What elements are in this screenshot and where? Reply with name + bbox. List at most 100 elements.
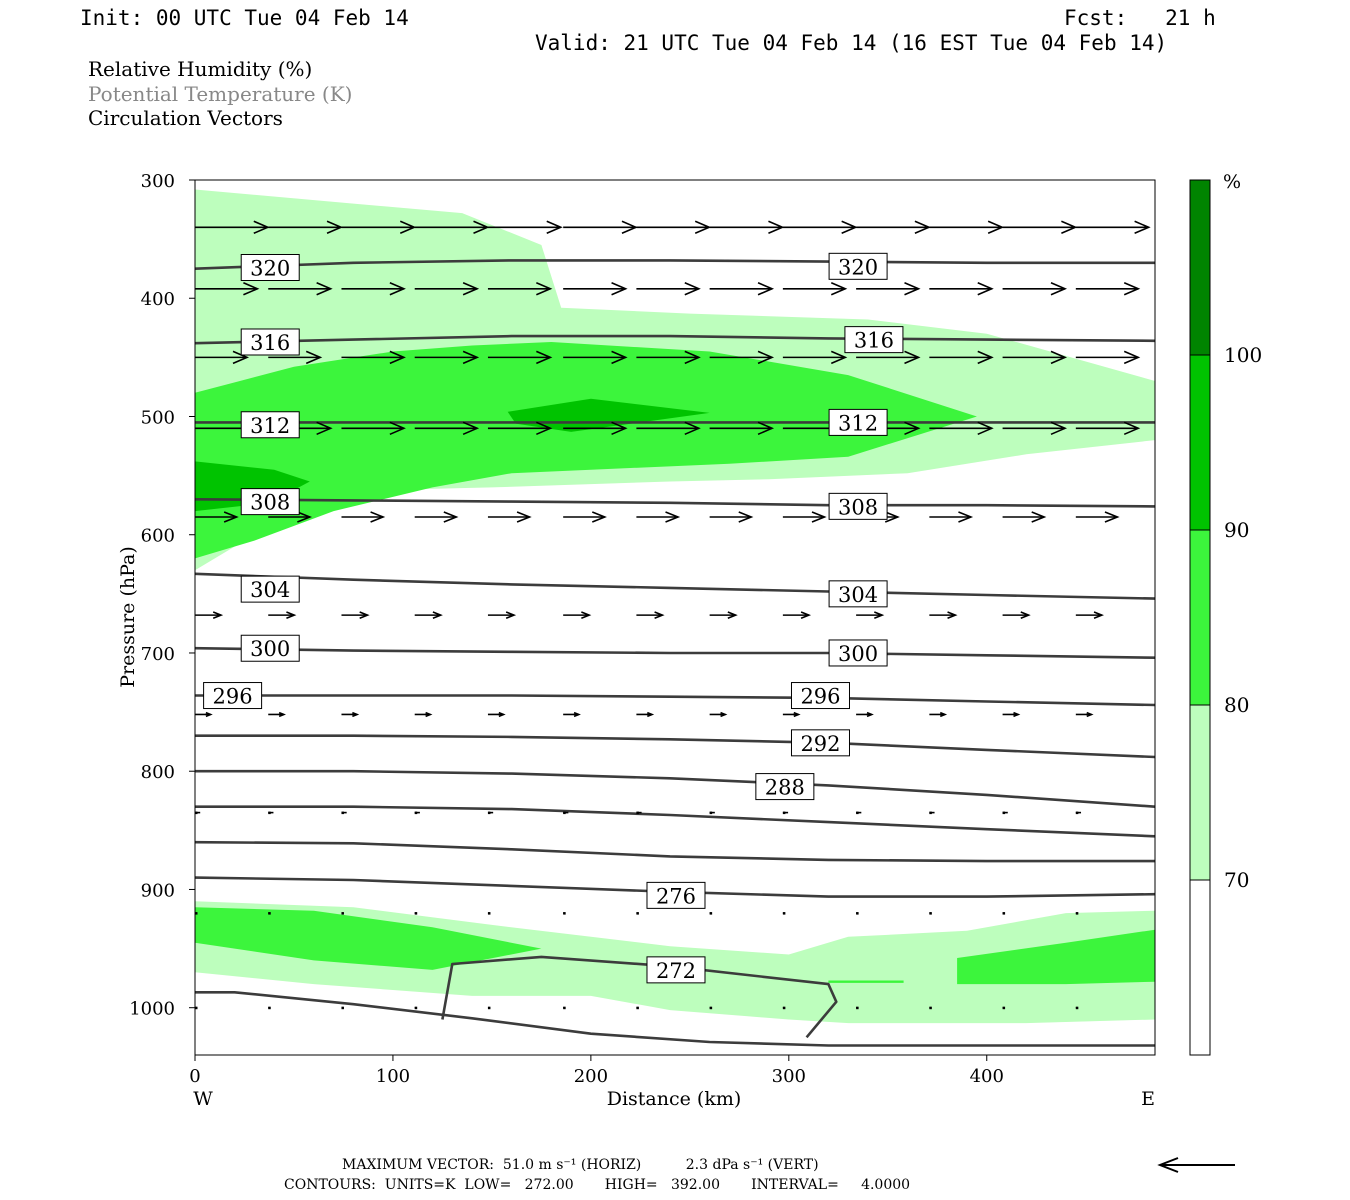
- vector-head: [884, 511, 900, 523]
- vector-arrow-0-8: [782, 220, 858, 235]
- vector-head: [1123, 282, 1141, 296]
- vector-head: [212, 611, 224, 619]
- vector-arrow-1-7: [709, 282, 775, 296]
- vector-arrow-4-4: [487, 511, 532, 523]
- vector-head: [536, 350, 553, 365]
- vector-arrow-9-11: [1002, 1006, 1006, 1010]
- vector-dot: [268, 912, 271, 915]
- vector-head: [223, 511, 239, 523]
- vector-arrow-6-2: [341, 711, 360, 718]
- vector-head: [874, 611, 885, 619]
- vector-arrow-6-5: [563, 711, 581, 718]
- vector-arrow-0-6: [636, 220, 712, 235]
- vector-head: [684, 350, 701, 365]
- contour-label-box-296-1: [790, 682, 850, 710]
- vector-arrow-0-12: [1075, 220, 1151, 235]
- colorbar-label-70: 70: [1224, 868, 1249, 892]
- vector-head: [316, 282, 333, 296]
- vector-head: [1050, 421, 1068, 436]
- vector-head: [462, 282, 480, 296]
- vector-head: [389, 421, 406, 436]
- vector-head: [958, 511, 974, 523]
- vector-head: [297, 511, 312, 523]
- vector-head: [473, 220, 490, 235]
- vector-head: [591, 511, 607, 523]
- vector-arrow-3-6: [636, 421, 701, 436]
- vector-head: [432, 611, 443, 619]
- vector-arrow-3-11: [1002, 421, 1068, 436]
- vector-arrow-1-11: [1002, 282, 1068, 296]
- vector-dot: [563, 912, 566, 915]
- vector-head: [243, 282, 260, 296]
- vector-arrow-0-9: [856, 220, 931, 235]
- vector-head: [462, 350, 480, 365]
- vector-head: [425, 711, 433, 718]
- vector-head: [987, 220, 1005, 235]
- colorbar-unit: %: [1223, 171, 1241, 193]
- colorbar-frame: [1189, 179, 1211, 1056]
- vector-head: [536, 421, 553, 436]
- vector-head: [370, 511, 386, 523]
- vector-dot: [195, 912, 198, 915]
- vector-head: [1020, 611, 1031, 619]
- vector-arrow-5-9: [856, 611, 885, 619]
- vector-arrow-9-12: [1075, 1006, 1079, 1010]
- forecast-hour: Fcst: 21 h: [1064, 6, 1216, 30]
- vector-head: [573, 711, 581, 718]
- vector-head: [1086, 711, 1094, 718]
- vector-head: [738, 511, 754, 523]
- contour-label-box-276-0: [646, 881, 706, 909]
- vector-dot: [268, 1006, 271, 1010]
- vector-dot: [341, 811, 344, 815]
- theta-contour-268: [195, 990, 1155, 1047]
- vector-arrow-9-1: [268, 1006, 271, 1010]
- vector-arrow-8-10: [929, 912, 932, 915]
- theta-contour-296: [195, 694, 1155, 707]
- theta-contour-320: [195, 259, 1155, 270]
- vector-arrow-9-7: [709, 1006, 713, 1010]
- vector-arrow-3-10: [929, 421, 994, 436]
- x-tick-label-300: 300: [772, 1066, 806, 1087]
- max-vector-info: MAXIMUM VECTOR: 51.0 m s⁻¹ (HORIZ) 2.3 d…: [342, 1157, 819, 1173]
- vector-arrow-1-1: [268, 282, 333, 296]
- vector-arrow-4-7: [709, 511, 754, 523]
- vector-arrow-5-4: [487, 611, 517, 619]
- contour-label-296-0: 296: [213, 685, 253, 709]
- vector-dot: [782, 811, 786, 815]
- vector-head: [253, 220, 270, 235]
- vector-dot: [636, 912, 639, 915]
- vector-arrow-9-9: [856, 1006, 859, 1010]
- vector-arrow-7-5: [563, 811, 569, 815]
- x-axis-label: Distance (km): [607, 1088, 742, 1110]
- vector-arrow-3-2: [341, 421, 406, 436]
- rh-region-80-5: [195, 907, 542, 970]
- vector-head: [904, 282, 921, 296]
- vector-head: [694, 220, 712, 235]
- theta-contour-280: [195, 840, 1155, 863]
- theta-contour-304: [195, 572, 1155, 600]
- contour-label-316-0: 316: [250, 331, 290, 355]
- vector-arrow-2-10: [929, 350, 994, 365]
- vector-head: [727, 611, 738, 619]
- vector-dot: [929, 912, 932, 915]
- vector-dot: [709, 811, 713, 815]
- vector-arrow-6-7: [709, 711, 728, 718]
- vector-arrow-8-2: [341, 912, 344, 915]
- vector-arrow-0-10: [929, 220, 1005, 235]
- vector-arrow-2-8: [782, 350, 848, 365]
- vector-head: [399, 220, 417, 235]
- vector-head: [939, 711, 948, 718]
- contour-label-box-320-1: [828, 252, 888, 280]
- vector-arrow-6-4: [487, 711, 506, 718]
- theta-contour-316: [195, 334, 1155, 345]
- vector-dot: [1075, 811, 1079, 815]
- colorbar-segment-80: [1190, 530, 1210, 705]
- vector-arrow-4-5: [563, 511, 607, 523]
- vector-arrow-0-1: [268, 220, 344, 235]
- vector-head: [1104, 511, 1120, 523]
- vector-dot: [487, 1006, 491, 1010]
- x-tick-label-0: 0: [189, 1066, 200, 1087]
- vector-arrow-9-2: [341, 1006, 344, 1010]
- vector-arrow-8-11: [1002, 912, 1006, 915]
- colorbar: 70 80 90 100: [1189, 179, 1262, 1056]
